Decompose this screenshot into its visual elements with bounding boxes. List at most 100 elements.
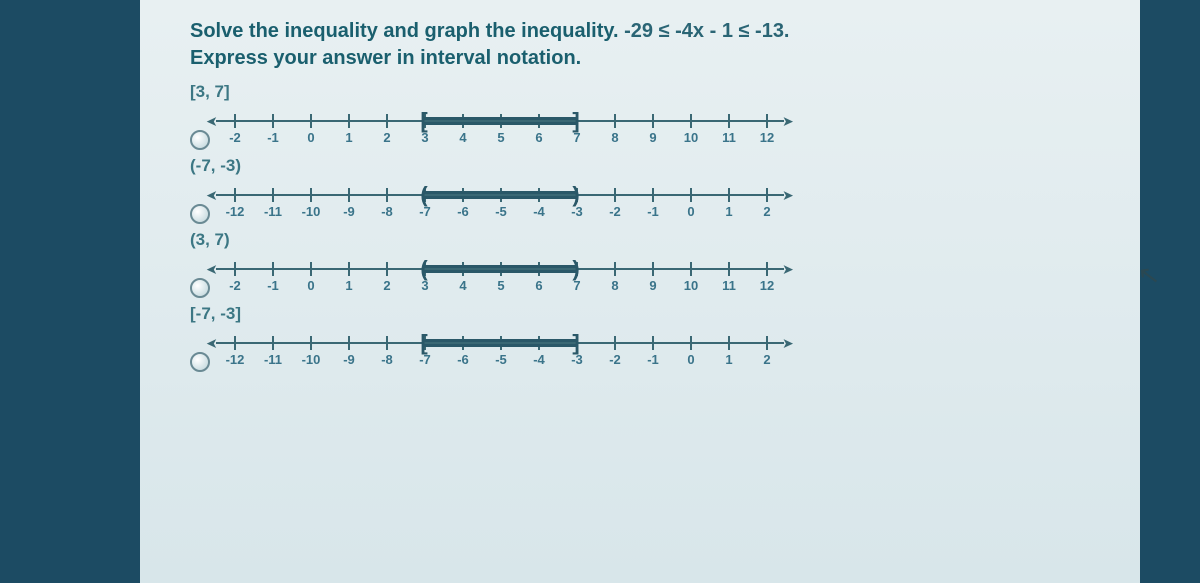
left-bracket: [	[420, 334, 427, 352]
question-expression: -29 ≤ -4x - 1 ≤ -13.	[624, 20, 789, 42]
answer-option[interactable]: ➤➤-12-11-10-9-8-7-6-5-4-3-2-1012[]	[190, 330, 1110, 374]
tick-label: 1	[725, 204, 732, 219]
tick-mark	[272, 188, 274, 202]
tick-mark	[728, 114, 730, 128]
question-line-2: Express your answer in interval notation…	[190, 45, 1110, 72]
tick-mark	[614, 114, 616, 128]
option-label: [3, 7]	[190, 82, 1110, 102]
tick-label: 1	[345, 278, 352, 293]
interval-segment	[424, 191, 576, 199]
tick-mark	[348, 336, 350, 350]
answer-option[interactable]: ➤➤-2-10123456789101112[]	[190, 108, 1110, 152]
tick-mark	[310, 188, 312, 202]
radio-button[interactable]	[190, 278, 210, 298]
tick-label: -5	[495, 204, 507, 219]
number-line: ➤➤-12-11-10-9-8-7-6-5-4-3-2-1012()	[224, 182, 1110, 226]
arrow-left-icon: ➤	[206, 115, 218, 127]
tick-mark	[386, 188, 388, 202]
tick-label: -10	[302, 204, 321, 219]
interval-segment	[424, 117, 576, 125]
tick-label: -5	[495, 352, 507, 367]
tick-label: 6	[535, 278, 542, 293]
tick-mark	[690, 188, 692, 202]
tick-label: 0	[307, 278, 314, 293]
tick-label: -6	[457, 204, 469, 219]
tick-mark	[348, 114, 350, 128]
tick-label: -10	[302, 352, 321, 367]
tick-label: 6	[535, 130, 542, 145]
tick-mark	[766, 262, 768, 276]
tick-label: -1	[647, 352, 659, 367]
tick-label: 8	[611, 278, 618, 293]
question-prefix: Solve the inequality and graph the inequ…	[190, 20, 624, 42]
tick-label: 12	[760, 278, 774, 293]
tick-label: 0	[687, 204, 694, 219]
radio-button[interactable]	[190, 352, 210, 372]
tick-mark	[652, 188, 654, 202]
answer-option[interactable]: ➤➤-2-10123456789101112()	[190, 256, 1110, 300]
tick-label: -6	[457, 352, 469, 367]
tick-mark	[234, 262, 236, 276]
tick-mark	[386, 262, 388, 276]
tick-label: 2	[763, 204, 770, 219]
number-line: ➤➤-2-10123456789101112[]	[224, 108, 1110, 152]
tick-label: 2	[763, 352, 770, 367]
option-body: ➤➤-12-11-10-9-8-7-6-5-4-3-2-1012()	[224, 182, 1110, 226]
left-bracket: (	[420, 260, 427, 278]
arrow-left-icon: ➤	[206, 189, 218, 201]
tick-mark	[614, 262, 616, 276]
tick-mark	[234, 188, 236, 202]
tick-label: 1	[725, 352, 732, 367]
tick-mark	[690, 262, 692, 276]
arrow-right-icon: ➤	[782, 189, 794, 201]
tick-mark	[386, 336, 388, 350]
radio-button[interactable]	[190, 204, 210, 224]
answer-option[interactable]: ➤➤-12-11-10-9-8-7-6-5-4-3-2-1012()	[190, 182, 1110, 226]
interval-segment	[424, 339, 576, 347]
tick-mark	[386, 114, 388, 128]
tick-label: -8	[381, 352, 393, 367]
tick-label: -2	[609, 204, 621, 219]
right-bracket: )	[572, 186, 579, 204]
tick-label: -1	[267, 278, 279, 293]
tick-mark	[614, 336, 616, 350]
tick-label: -4	[533, 352, 545, 367]
arrow-left-icon: ➤	[206, 263, 218, 275]
radio-button[interactable]	[190, 130, 210, 150]
option-label: (3, 7)	[156, 230, 1110, 250]
question-line-1: Solve the inequality and graph the inequ…	[190, 18, 1110, 45]
tick-label: -9	[343, 204, 355, 219]
tick-label: -2	[229, 278, 241, 293]
option-body: ➤➤-12-11-10-9-8-7-6-5-4-3-2-1012[]	[224, 330, 1110, 374]
tick-label: 10	[684, 130, 698, 145]
tick-label: 10	[684, 278, 698, 293]
tick-mark	[310, 114, 312, 128]
right-bracket: ]	[572, 334, 579, 352]
right-bracket: )	[572, 260, 579, 278]
tick-mark	[310, 336, 312, 350]
tick-mark	[652, 336, 654, 350]
tick-mark	[766, 188, 768, 202]
option-label: (-7, -3)	[156, 156, 1110, 176]
tick-mark	[272, 336, 274, 350]
tick-label: 9	[649, 130, 656, 145]
tick-mark	[348, 262, 350, 276]
number-line: ➤➤-12-11-10-9-8-7-6-5-4-3-2-1012[]	[224, 330, 1110, 374]
tick-mark	[690, 336, 692, 350]
tick-mark	[234, 114, 236, 128]
option-body: ➤➤-2-10123456789101112()	[224, 256, 1110, 300]
tick-mark	[766, 336, 768, 350]
tick-label: 9	[649, 278, 656, 293]
tick-label: -2	[609, 352, 621, 367]
number-line: ➤➤-2-10123456789101112()	[224, 256, 1110, 300]
tick-label: 2	[383, 278, 390, 293]
tick-label: 4	[459, 130, 466, 145]
tick-mark	[348, 188, 350, 202]
tick-mark	[766, 114, 768, 128]
tick-label: 1	[345, 130, 352, 145]
tick-label: 0	[307, 130, 314, 145]
interval-segment	[424, 265, 576, 273]
tick-label: -11	[264, 204, 282, 219]
tick-mark	[234, 336, 236, 350]
tick-mark	[614, 188, 616, 202]
